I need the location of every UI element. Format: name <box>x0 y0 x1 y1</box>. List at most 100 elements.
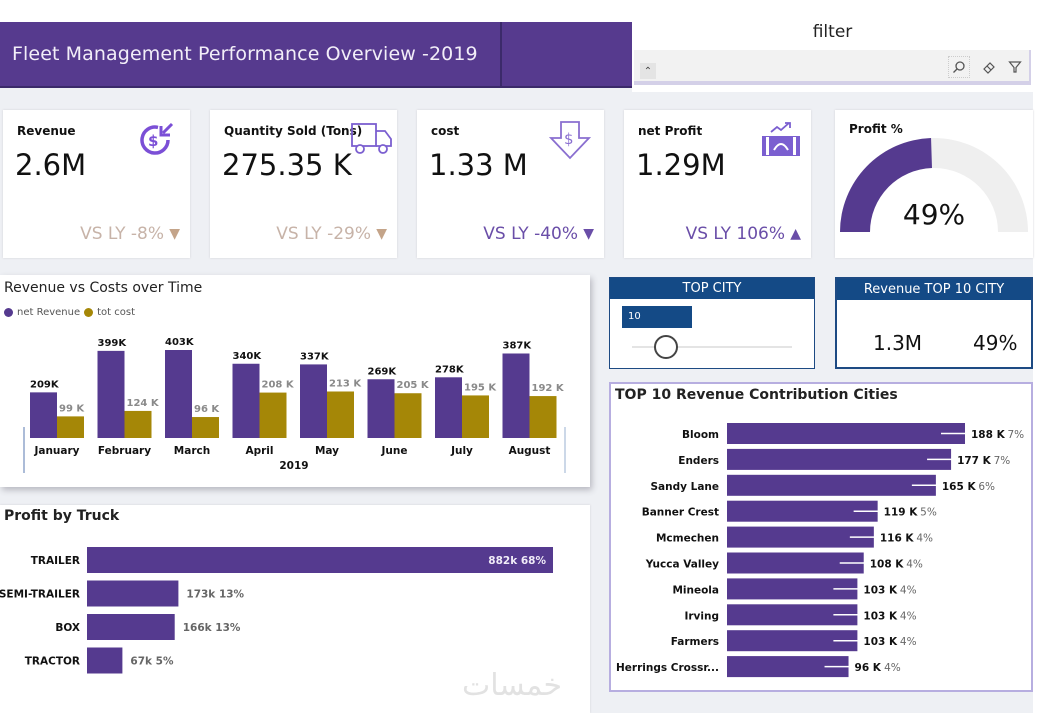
data-label-tot-cost: 124 K <box>127 398 160 409</box>
data-label-net-revenue: 340K <box>233 351 263 362</box>
data-label-tot-cost: 205 K <box>397 380 430 391</box>
bar-net-revenue[interactable] <box>300 364 327 438</box>
svg-text:$: $ <box>148 132 158 150</box>
top-city-slider-track[interactable] <box>632 346 792 348</box>
city-label: Sandy Lane <box>650 481 719 493</box>
kpi-card-quantity-sold[interactable]: Quantity Sold (Tons) 275.35 K VS LY -29%… <box>210 110 397 258</box>
kpi-vs-last-year: VS LY -40% <box>483 224 578 244</box>
city-bar[interactable] <box>727 656 849 678</box>
profit-by-truck-chart[interactable]: Profit by Truck TRAILER 882k 68% SEMI-TRAI… <box>0 505 590 713</box>
funnel-icon <box>1008 61 1022 73</box>
city-label: Mineola <box>672 584 719 596</box>
city-label: Banner Crest <box>642 507 719 519</box>
truck-bar[interactable] <box>87 614 175 640</box>
kpi-card-revenue[interactable]: Revenue 2.6M $ VS LY -8% ▼ <box>3 110 190 258</box>
truck-bar[interactable] <box>87 547 553 573</box>
expand-collapse-button[interactable]: ⌃ <box>640 63 656 79</box>
data-label-tot-cost: 195 K <box>464 382 497 393</box>
watermark-logo: خمسات <box>462 668 563 703</box>
right-margin <box>1033 0 1053 713</box>
x-axis-label: 2019 <box>279 460 308 472</box>
data-label-net-revenue: 403K <box>165 337 195 348</box>
legend-label-net-revenue[interactable]: net Revenue <box>17 307 81 318</box>
page-title: Fleet Management Performance Overview -2… <box>12 43 478 65</box>
search-button[interactable] <box>948 56 970 78</box>
city-percent-label: 4% <box>884 662 901 674</box>
kpi-label: Quantity Sold (Tons) <box>224 124 363 138</box>
truck-type-label: SEMI-TRAILER <box>0 589 80 601</box>
filter-button[interactable] <box>1004 56 1026 78</box>
data-label-tot-cost: 208 K <box>262 380 295 391</box>
bar-net-revenue[interactable] <box>97 350 125 438</box>
bar-tot-cost[interactable] <box>327 391 354 438</box>
legend-dot-tot-cost <box>84 308 94 317</box>
bar-tot-cost[interactable] <box>529 396 557 438</box>
city-bar[interactable] <box>727 474 936 496</box>
city-bar[interactable] <box>727 630 858 652</box>
truck-value-label: 67k 5% <box>130 656 174 668</box>
truck-bar[interactable] <box>87 580 179 607</box>
trend-down-icon: ▼ <box>376 226 387 242</box>
chart-title: Revenue vs Costs over Time <box>4 280 203 296</box>
bar-tot-cost[interactable] <box>192 417 219 438</box>
city-bar[interactable] <box>727 578 858 600</box>
bar-tot-cost[interactable] <box>57 416 84 438</box>
bar-net-revenue[interactable] <box>435 377 462 438</box>
city-percent-label: 7% <box>1008 429 1025 441</box>
truck-bar[interactable] <box>87 647 123 674</box>
city-label: Yucca Valley <box>645 559 719 571</box>
top-city-slider-thumb[interactable] <box>654 335 678 359</box>
dollar-down-arrow-icon: $ <box>548 121 592 160</box>
data-label-net-revenue: 278K <box>435 364 465 375</box>
search-icon <box>953 61 965 73</box>
city-bar[interactable] <box>727 604 858 626</box>
kpi-label: Revenue <box>17 124 76 138</box>
profit-gauge <box>840 138 1028 232</box>
x-tick-label: August <box>509 445 551 457</box>
data-label-net-revenue: 209K <box>30 379 60 390</box>
top10-cities-chart[interactable]: TOP 10 Revenue Contribution Cities Bloom… <box>609 382 1033 692</box>
city-percent-label: 6% <box>978 481 995 493</box>
city-percent-label: 4% <box>900 610 917 622</box>
city-bar[interactable] <box>727 552 864 574</box>
clear-selections-button[interactable] <box>978 56 1000 78</box>
city-percent-label: 4% <box>900 584 917 596</box>
city-percent-label: 4% <box>916 533 933 545</box>
kpi-value: 2.6M <box>15 148 87 182</box>
bar-tot-cost[interactable] <box>462 395 489 438</box>
kpi-label: cost <box>431 124 460 138</box>
city-value-label: 103 K <box>863 610 898 622</box>
truck-type-label: TRAILER <box>31 555 80 567</box>
revenue-vs-costs-chart[interactable]: Revenue vs Costs over Time net Revenue t… <box>0 275 590 487</box>
bar-tot-cost[interactable] <box>259 392 287 438</box>
kpi-card-net-profit[interactable]: net Profit 1.29M VS LY 106% ▲ <box>624 110 811 258</box>
double-chevron-up-icon: ⌃ <box>643 65 653 77</box>
city-value-label: 103 K <box>863 636 898 648</box>
legend-label-tot-cost[interactable]: tot cost <box>97 307 136 318</box>
bar-net-revenue[interactable] <box>165 350 192 438</box>
profit-percent-gauge-card[interactable]: Profit % 49% <box>835 110 1033 258</box>
dashboard-title-bar: Fleet Management Performance Overview -2… <box>0 22 502 88</box>
data-label-tot-cost: 96 K <box>194 404 220 415</box>
eraser-icon <box>983 62 995 74</box>
bar-net-revenue[interactable] <box>502 353 530 438</box>
bar-tot-cost[interactable] <box>124 410 152 438</box>
title-bar-extension <box>502 22 632 88</box>
city-bar[interactable] <box>727 500 878 522</box>
city-bar[interactable] <box>727 423 965 444</box>
city-bar[interactable] <box>727 448 952 470</box>
top10-revenue-amount: 1.3M <box>873 331 923 355</box>
city-bar[interactable] <box>727 526 874 548</box>
kpi-card-cost[interactable]: cost 1.33 M $ VS LY -40% ▼ <box>417 110 604 258</box>
data-label-tot-cost: 99 K <box>59 403 85 414</box>
bar-net-revenue[interactable] <box>30 392 57 438</box>
bar-tot-cost[interactable] <box>394 393 422 438</box>
top-city-input[interactable]: 10 <box>622 306 692 328</box>
revenue-icon: $ <box>140 122 174 155</box>
bar-net-revenue[interactable] <box>232 363 260 438</box>
city-label: Enders <box>678 455 719 467</box>
bar-net-revenue[interactable] <box>367 379 395 438</box>
truck-value-label: 173k 13% <box>186 589 244 601</box>
slicer-title: TOP CITY <box>610 278 814 299</box>
trend-up-icon: ▲ <box>790 226 801 242</box>
